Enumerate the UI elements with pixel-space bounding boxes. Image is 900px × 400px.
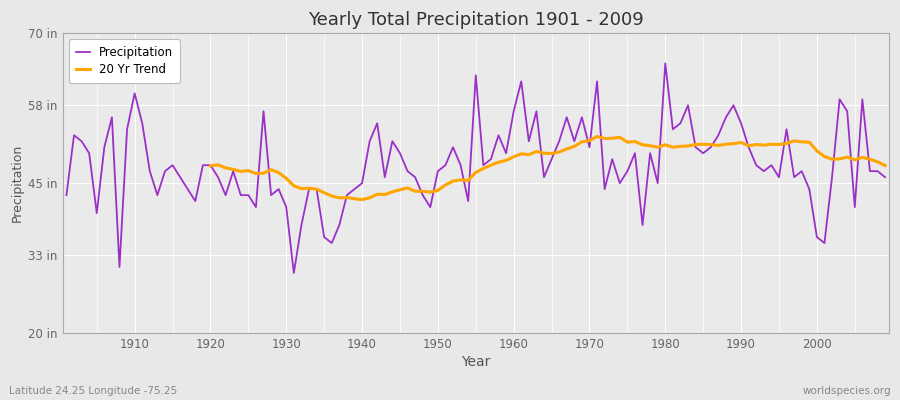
20 Yr Trend <box>591 134 602 139</box>
Text: worldspecies.org: worldspecies.org <box>803 386 891 396</box>
Precipitation <box>607 157 617 162</box>
X-axis label: Year: Year <box>461 355 491 369</box>
20 Yr Trend <box>781 141 792 146</box>
Precipitation <box>61 193 72 198</box>
Y-axis label: Precipitation: Precipitation <box>11 144 24 222</box>
Title: Yearly Total Precipitation 1901 - 2009: Yearly Total Precipitation 1901 - 2009 <box>308 11 644 29</box>
Precipitation <box>122 127 132 132</box>
Precipitation <box>296 223 307 228</box>
Line: 20 Yr Trend: 20 Yr Trend <box>211 136 885 200</box>
Precipitation <box>516 79 526 84</box>
Text: Latitude 24.25 Longitude -75.25: Latitude 24.25 Longitude -75.25 <box>9 386 177 396</box>
Legend: Precipitation, 20 Yr Trend: Precipitation, 20 Yr Trend <box>68 39 180 83</box>
Precipitation <box>288 270 299 275</box>
20 Yr Trend <box>356 197 367 202</box>
Precipitation <box>879 175 890 180</box>
Precipitation <box>660 61 670 66</box>
20 Yr Trend <box>690 142 701 147</box>
20 Yr Trend <box>296 186 307 191</box>
Line: Precipitation: Precipitation <box>67 63 885 273</box>
Precipitation <box>508 109 519 114</box>
20 Yr Trend <box>796 140 807 144</box>
Precipitation <box>341 193 352 198</box>
20 Yr Trend <box>418 189 428 194</box>
20 Yr Trend <box>205 163 216 168</box>
20 Yr Trend <box>879 163 890 168</box>
20 Yr Trend <box>865 157 876 162</box>
